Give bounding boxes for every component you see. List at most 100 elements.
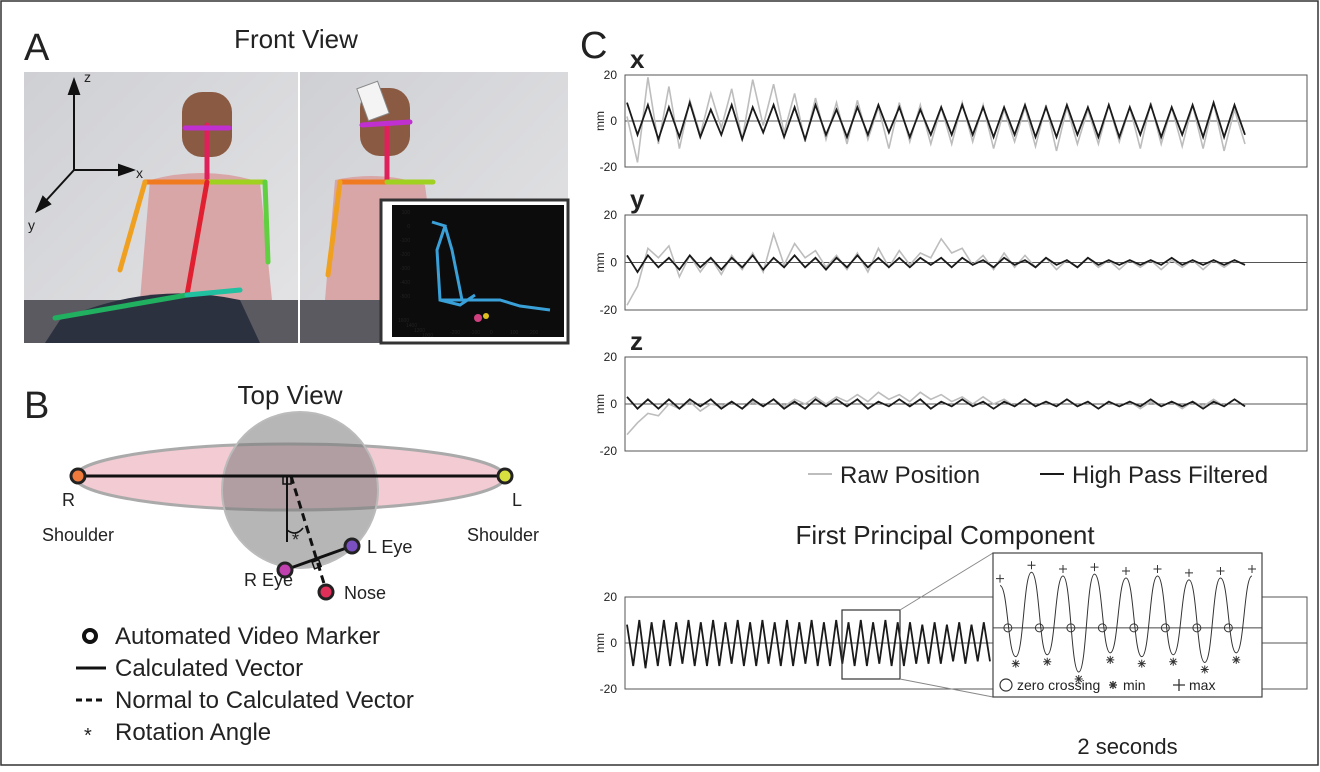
legend-text: Automated Video Marker xyxy=(115,623,380,650)
inset-tick-label: 200 xyxy=(530,330,539,336)
series-line xyxy=(626,396,1246,410)
inset-tick-label: 0 xyxy=(490,330,493,336)
zero-crossing-marker xyxy=(1097,623,1107,633)
max-marker xyxy=(1185,568,1193,577)
y-axis-label: mm xyxy=(593,633,607,653)
legend-b: * xyxy=(76,628,106,747)
legend-text: max xyxy=(1189,677,1215,693)
zero-crossing-marker xyxy=(1034,623,1044,633)
legend-text: High Pass Filtered xyxy=(1072,462,1268,489)
inset-tick-label: -500 xyxy=(400,294,410,300)
y-tick-label: 20 xyxy=(604,208,618,222)
panel-letter: C xyxy=(580,25,607,67)
label: * xyxy=(292,530,299,550)
series-line xyxy=(626,77,1246,163)
label: Nose xyxy=(344,583,386,603)
legend-symbol xyxy=(1173,679,1185,691)
max-marker xyxy=(1153,565,1162,574)
panel-title: Front View xyxy=(234,24,358,54)
inset-tick-label: -300 xyxy=(400,266,410,272)
y-axis-label: mm xyxy=(593,111,607,131)
y-axis-label: mm xyxy=(593,394,607,414)
zero-crossing-marker xyxy=(1129,623,1139,633)
min-marker xyxy=(1011,659,1020,668)
photo-left xyxy=(24,72,298,343)
chart-title: y xyxy=(630,184,645,214)
zero-crossing-marker xyxy=(1066,623,1076,633)
legend-symbol xyxy=(1109,681,1117,689)
charts: 20 0 -20 mm x 20 0 -20 mm y 20 0 -20 mm z 20 0 -20 mm First… xyxy=(593,44,1308,759)
zoom-source-box xyxy=(841,609,901,680)
min-marker xyxy=(1169,657,1178,666)
panel-letter: B xyxy=(24,385,49,427)
zero-crossing-marker xyxy=(1192,623,1202,633)
caption: 2 seconds xyxy=(1077,734,1177,759)
chart-title: x xyxy=(630,44,645,74)
zoom-box xyxy=(992,552,1263,698)
inset-tick-label: -400 xyxy=(400,280,410,286)
inset-tick-label: 1400 xyxy=(406,323,417,329)
zoom-connector xyxy=(899,678,994,698)
top-view-diagram xyxy=(69,411,514,601)
svg-text:*: * xyxy=(84,725,92,747)
y-tick-label: -20 xyxy=(600,444,618,458)
min-marker xyxy=(1200,665,1209,674)
y-tick-label: 0 xyxy=(610,256,617,270)
panel-letter: A xyxy=(24,27,50,69)
y-tick-label: 0 xyxy=(610,397,617,411)
legend-text: Rotation Angle xyxy=(115,719,271,746)
max-marker xyxy=(1248,565,1256,574)
y-tick-label: 20 xyxy=(604,350,618,364)
y-tick-label: -20 xyxy=(600,303,618,317)
min-marker xyxy=(1043,657,1052,666)
axis-label: x xyxy=(136,165,143,181)
inset-tick-label: 0 xyxy=(407,224,410,230)
label: R xyxy=(62,490,75,510)
axes-glyph xyxy=(34,77,136,214)
y-tick-label: 0 xyxy=(610,114,617,128)
inset-tick-label: 100 xyxy=(510,330,519,336)
series-line xyxy=(999,571,1253,673)
zoom-connector xyxy=(899,552,994,611)
legend-text: Normal to Calculated Vector xyxy=(115,687,414,714)
max-marker xyxy=(1090,563,1099,572)
min-marker xyxy=(1074,675,1083,684)
legend-text: min xyxy=(1123,677,1146,693)
series-line xyxy=(626,619,991,669)
y-tick-label: -20 xyxy=(600,160,618,174)
chart-title: First Principal Component xyxy=(795,520,1095,550)
inset-tick-label: -100 xyxy=(470,330,480,336)
max-marker xyxy=(1216,566,1225,575)
min-marker xyxy=(1106,655,1115,664)
max-marker xyxy=(1027,561,1036,570)
series-line xyxy=(626,253,1246,274)
max-marker xyxy=(1122,566,1130,575)
inset-tick-label: 1000 xyxy=(422,333,433,339)
chart-title: z xyxy=(630,326,643,356)
inset-tick-label: 1200 xyxy=(414,328,425,334)
legend-symbol xyxy=(999,678,1013,692)
label: R Eye xyxy=(244,570,293,590)
max-marker xyxy=(996,574,1004,583)
inset-tick-label: -200 xyxy=(400,252,410,258)
inset-tick-label: 1600 xyxy=(398,318,409,324)
series-line xyxy=(626,99,1246,143)
y-tick-label: -20 xyxy=(600,682,618,696)
zero-crossing-marker xyxy=(1003,623,1013,633)
y-tick-label: 0 xyxy=(610,636,617,650)
label: L xyxy=(512,490,522,510)
label: Shoulder xyxy=(42,525,114,545)
y-tick-label: 20 xyxy=(604,590,618,604)
inset-3d-plot xyxy=(379,198,570,345)
axis-label: z xyxy=(84,69,91,85)
panel-title: Top View xyxy=(237,380,342,410)
min-marker xyxy=(1137,659,1146,668)
axis-label: y xyxy=(28,217,35,233)
zero-crossing-marker xyxy=(1160,623,1170,633)
inset-tick-label: -100 xyxy=(400,238,410,244)
y-tick-label: 20 xyxy=(604,68,618,82)
legend-text: Calculated Vector xyxy=(115,655,303,682)
inset-tick-label: 100 xyxy=(402,210,411,216)
min-marker xyxy=(1232,655,1241,664)
